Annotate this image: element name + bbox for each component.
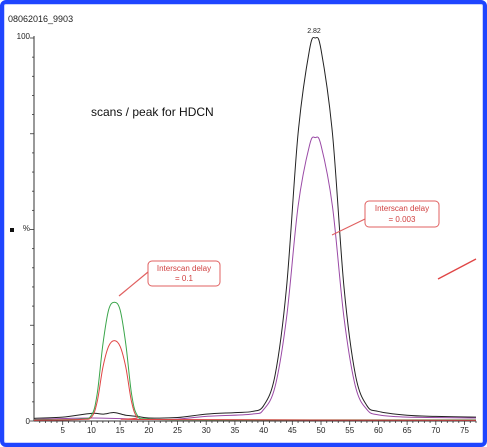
y-axis-label: %: [23, 224, 30, 233]
callout-right: Interscan delay = 0.003: [331, 200, 440, 236]
red-trace: [33, 340, 477, 421]
x-tick-label: 30: [202, 426, 211, 435]
callout-left-line1: Interscan delay: [157, 264, 211, 273]
x-tick-label: 55: [345, 426, 354, 435]
peak-label: 2.82: [307, 28, 321, 35]
x-tick-label: 60: [374, 426, 383, 435]
purple-trace: [33, 136, 477, 421]
callout-right-box: [364, 200, 440, 228]
x-tick-label: 65: [403, 426, 412, 435]
x-ticks: 5 10 15 20 25 30 35 40 45 50 55 60 65 70 75: [39, 421, 477, 435]
y-axis-marker: [10, 228, 14, 232]
sample-id-label: 08062016_9903: [8, 14, 73, 24]
x-tick-label: 25: [173, 426, 182, 435]
axes: 5 10 15 20 25 30 35 40 45 50 55 60 65 70 75 100 0 %: [10, 32, 477, 435]
x-tick-label: 10: [87, 426, 96, 435]
x-tick-label: 35: [230, 426, 239, 435]
stray-pointer-line: [437, 258, 477, 280]
callout-left-line2: = 0.1: [175, 274, 194, 283]
callout-left-box: [147, 260, 221, 287]
callout-left: Interscan delay = 0.1: [118, 260, 221, 297]
x-tick-label: 70: [431, 426, 440, 435]
x-tick-label: 40: [259, 426, 268, 435]
x-tick-label: 50: [317, 426, 326, 435]
callout-right-line2: = 0.003: [389, 215, 416, 224]
callout-right-pointer: [331, 218, 366, 236]
y-minor-ticks: [30, 37, 34, 422]
x-tick-label: 5: [60, 426, 65, 435]
y-tick-label-100: 100: [17, 32, 31, 41]
x-tick-label: 75: [460, 426, 469, 435]
y-tick-label-0: 0: [26, 417, 31, 426]
x-tick-label: 45: [288, 426, 297, 435]
black-trace: [33, 36, 477, 419]
x-tick-label: 15: [116, 426, 125, 435]
callout-left-pointer: [118, 271, 149, 297]
x-tick-label: 20: [144, 426, 153, 435]
main-annotation: scans / peak for HDCN: [91, 105, 214, 119]
callout-right-line1: Interscan delay: [375, 204, 429, 213]
traces: [33, 36, 477, 421]
green-trace: [33, 301, 477, 421]
